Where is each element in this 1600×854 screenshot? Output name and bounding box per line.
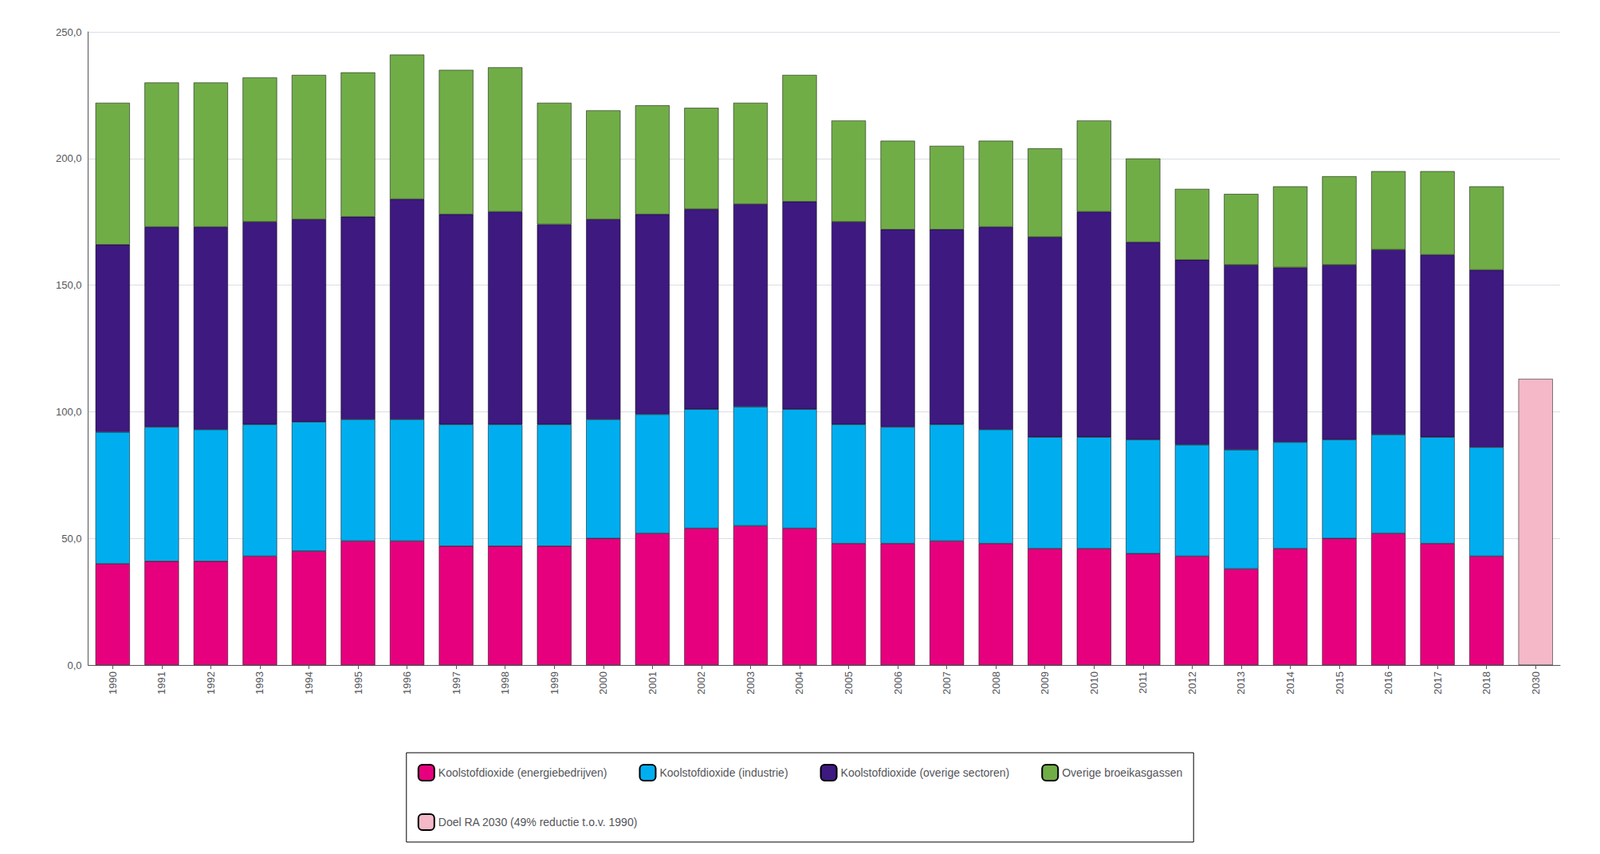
svg-text:2005: 2005 (842, 671, 855, 695)
svg-text:1990: 1990 (106, 671, 119, 695)
svg-text:2013: 2013 (1234, 671, 1247, 695)
svg-text:2030: 2030 (1529, 671, 1542, 695)
svg-text:1993: 1993 (253, 671, 266, 695)
svg-text:2004: 2004 (793, 671, 806, 695)
svg-text:2003: 2003 (744, 671, 757, 695)
svg-text:2002: 2002 (695, 671, 708, 695)
svg-text:1999: 1999 (548, 671, 561, 695)
svg-text:2011: 2011 (1136, 671, 1149, 694)
svg-text:1991: 1991 (155, 671, 168, 695)
svg-text:Koolstofdioxide (industrie): Koolstofdioxide (industrie) (659, 766, 788, 779)
svg-text:Koolstofdioxide (energiebedrij: Koolstofdioxide (energiebedrijven) (438, 766, 608, 779)
svg-text:1994: 1994 (302, 671, 315, 695)
svg-text:1997: 1997 (450, 671, 463, 695)
svg-text:150,0: 150,0 (55, 279, 83, 291)
svg-text:2000: 2000 (597, 671, 610, 695)
svg-text:2008: 2008 (990, 671, 1003, 695)
svg-text:2001: 2001 (646, 671, 659, 695)
svg-text:1996: 1996 (400, 671, 413, 695)
svg-text:1992: 1992 (204, 671, 217, 695)
svg-text:2014: 2014 (1284, 671, 1297, 695)
svg-text:100,0: 100,0 (55, 405, 83, 418)
svg-text:2007: 2007 (940, 671, 953, 695)
svg-text:2009: 2009 (1038, 671, 1051, 695)
svg-text:2012: 2012 (1186, 671, 1199, 695)
svg-text:1995: 1995 (352, 671, 365, 695)
svg-text:50,0: 50,0 (61, 532, 82, 545)
svg-text:2016: 2016 (1382, 671, 1395, 695)
svg-text:2006: 2006 (892, 671, 905, 695)
svg-text:2015: 2015 (1333, 671, 1346, 695)
svg-text:Overige broeikasgassen: Overige broeikasgassen (1061, 766, 1183, 779)
svg-text:2010: 2010 (1088, 671, 1101, 695)
svg-text:200,0: 200,0 (55, 152, 83, 165)
svg-text:0,0: 0,0 (66, 659, 82, 672)
svg-text:250,0: 250,0 (55, 26, 83, 39)
svg-text:1998: 1998 (499, 671, 512, 695)
svg-text:2018: 2018 (1480, 671, 1493, 695)
svg-text:2017: 2017 (1431, 671, 1444, 695)
svg-text:Doel RA 2030 (49% reductie t.o: Doel RA 2030 (49% reductie t.o.v. 1990) (438, 815, 638, 829)
svg-text:Koolstofdioxide (overige secto: Koolstofdioxide (overige sectoren) (841, 766, 1011, 779)
